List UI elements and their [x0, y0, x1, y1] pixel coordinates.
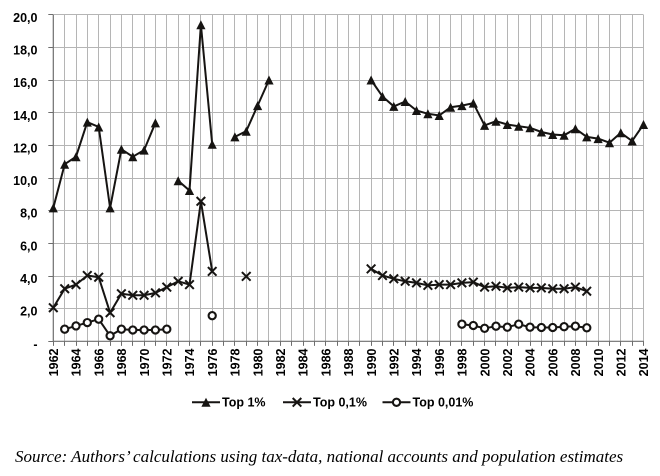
svg-text:14,0: 14,0 [13, 109, 37, 123]
svg-text:1990: 1990 [365, 348, 379, 376]
svg-text:2010: 2010 [592, 348, 606, 376]
svg-text:1978: 1978 [229, 348, 243, 376]
svg-text:1976: 1976 [206, 348, 220, 376]
svg-text:1980: 1980 [251, 348, 265, 376]
svg-text:1982: 1982 [274, 348, 288, 376]
svg-text:1962: 1962 [47, 348, 61, 376]
svg-text:2006: 2006 [546, 348, 560, 376]
svg-text:1994: 1994 [410, 348, 424, 376]
svg-text:1974: 1974 [183, 348, 197, 376]
svg-text:8,0: 8,0 [20, 207, 37, 221]
svg-text:2012: 2012 [615, 348, 629, 376]
svg-text:6,0: 6,0 [20, 239, 37, 253]
svg-text:1970: 1970 [138, 348, 152, 376]
svg-text:1986: 1986 [319, 348, 333, 376]
svg-text:Top 1%: Top 1% [222, 395, 266, 409]
svg-text:10,0: 10,0 [13, 174, 37, 188]
svg-text:2002: 2002 [501, 348, 515, 376]
svg-text:1988: 1988 [342, 348, 356, 376]
svg-text:4,0: 4,0 [20, 272, 37, 286]
svg-text:1972: 1972 [161, 348, 175, 376]
svg-text:1984: 1984 [297, 348, 311, 376]
svg-text:20,0: 20,0 [13, 11, 37, 25]
svg-text:1968: 1968 [115, 348, 129, 376]
svg-text:2000: 2000 [478, 348, 492, 376]
svg-text:Top 0,1%: Top 0,1% [313, 395, 367, 409]
svg-text:1966: 1966 [92, 348, 106, 376]
svg-text:2,0: 2,0 [20, 305, 37, 319]
svg-text:Source: Authors’ calculations: Source: Authors’ calculations using tax-… [15, 447, 624, 466]
svg-text:12,0: 12,0 [13, 142, 37, 156]
svg-text:1998: 1998 [456, 348, 470, 376]
svg-text:1996: 1996 [433, 348, 447, 376]
svg-text:1992: 1992 [388, 348, 402, 376]
svg-text:2008: 2008 [569, 348, 583, 376]
svg-text:18,0: 18,0 [13, 44, 37, 58]
svg-text:16,0: 16,0 [13, 76, 37, 90]
svg-text:Top 0,01%: Top 0,01% [413, 395, 474, 409]
svg-text:-: - [33, 337, 37, 351]
svg-text:2014: 2014 [637, 348, 651, 376]
svg-text:1964: 1964 [70, 348, 84, 376]
svg-text:2004: 2004 [524, 348, 538, 376]
